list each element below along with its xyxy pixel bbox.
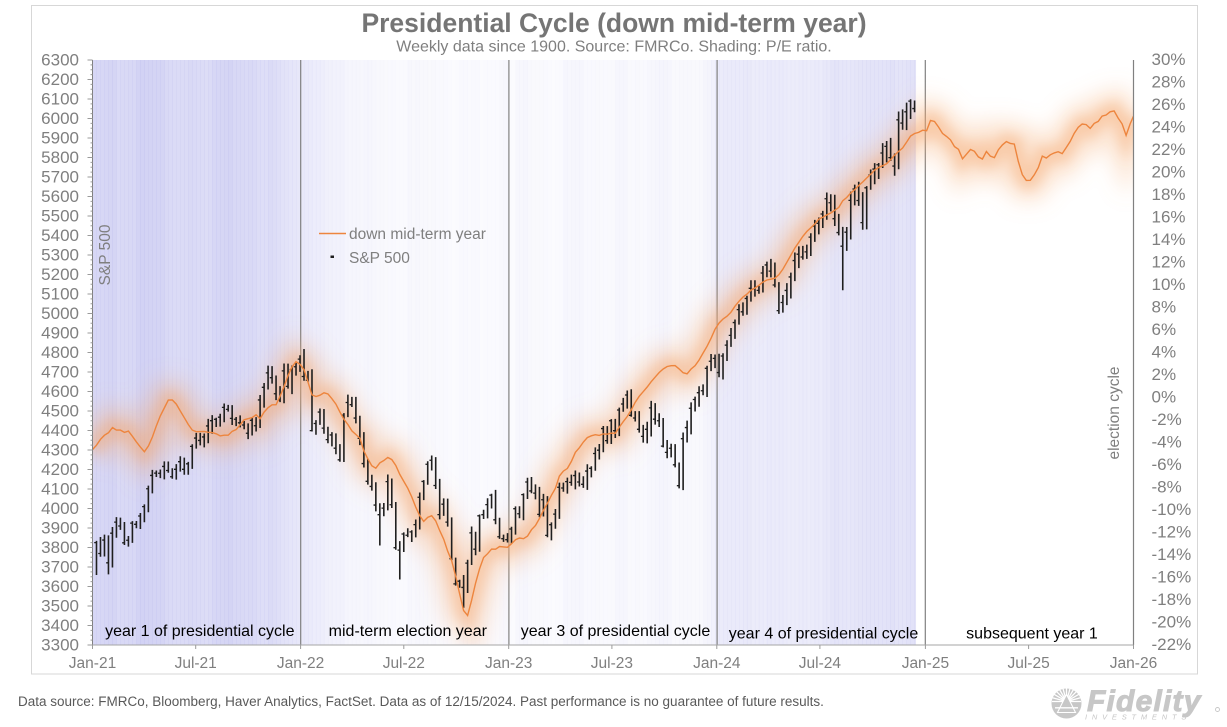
svg-text:6000: 6000 bbox=[41, 109, 79, 128]
svg-text:30%: 30% bbox=[1152, 50, 1186, 69]
svg-text:10%: 10% bbox=[1152, 275, 1186, 294]
svg-text:5700: 5700 bbox=[41, 167, 79, 186]
svg-text:12%: 12% bbox=[1152, 252, 1186, 271]
svg-text:18%: 18% bbox=[1152, 185, 1186, 204]
svg-text:-20%: -20% bbox=[1152, 612, 1192, 631]
svg-text:Jul-21: Jul-21 bbox=[175, 655, 217, 672]
svg-text:Jan-23: Jan-23 bbox=[485, 655, 532, 672]
svg-text:22%: 22% bbox=[1152, 140, 1186, 159]
svg-text:Weekly data since 1900. Source: Weekly data since 1900. Source: FMRCo. S… bbox=[396, 39, 831, 56]
svg-text:4900: 4900 bbox=[41, 323, 79, 342]
svg-text:election cycle: election cycle bbox=[1106, 366, 1123, 459]
svg-text:28%: 28% bbox=[1152, 72, 1186, 91]
svg-text:3800: 3800 bbox=[41, 538, 79, 557]
svg-text:6%: 6% bbox=[1152, 320, 1177, 339]
svg-text:-6%: -6% bbox=[1152, 455, 1182, 474]
svg-text:24%: 24% bbox=[1152, 117, 1186, 136]
svg-text:S&P 500: S&P 500 bbox=[97, 224, 114, 285]
svg-text:Jul-25: Jul-25 bbox=[1007, 655, 1049, 672]
svg-text:4200: 4200 bbox=[41, 460, 79, 479]
svg-text:Jan-21: Jan-21 bbox=[69, 655, 116, 672]
svg-text:Presidential Cycle (down mid-t: Presidential Cycle (down mid-term year) bbox=[361, 8, 866, 38]
svg-text:6200: 6200 bbox=[41, 70, 79, 89]
svg-text:Data source: FMRCo, Bloomberg,: Data source: FMRCo, Bloomberg, Haver Ana… bbox=[18, 694, 824, 709]
svg-text:3300: 3300 bbox=[41, 635, 79, 654]
svg-text:5400: 5400 bbox=[41, 226, 79, 245]
svg-text:-18%: -18% bbox=[1152, 590, 1192, 609]
svg-text:Jan-22: Jan-22 bbox=[277, 655, 324, 672]
svg-text:4%: 4% bbox=[1152, 342, 1177, 361]
svg-text:5900: 5900 bbox=[41, 128, 79, 147]
svg-text:5100: 5100 bbox=[41, 284, 79, 303]
svg-text:Fidelity: Fidelity bbox=[1087, 685, 1202, 718]
svg-text:-4%: -4% bbox=[1152, 432, 1182, 451]
svg-text:5200: 5200 bbox=[41, 265, 79, 284]
svg-text:5300: 5300 bbox=[41, 245, 79, 264]
svg-text:0%: 0% bbox=[1152, 387, 1177, 406]
svg-text:-14%: -14% bbox=[1152, 545, 1192, 564]
svg-text:-8%: -8% bbox=[1152, 477, 1182, 496]
svg-text:5600: 5600 bbox=[41, 187, 79, 206]
svg-text:year 3 of presidential cycle: year 3 of presidential cycle bbox=[521, 623, 711, 640]
svg-text:4300: 4300 bbox=[41, 440, 79, 459]
svg-text:4400: 4400 bbox=[41, 421, 79, 440]
svg-text:mid-term election year: mid-term election year bbox=[329, 623, 488, 640]
svg-text:6300: 6300 bbox=[41, 50, 79, 69]
svg-text:2%: 2% bbox=[1152, 365, 1177, 384]
svg-text:S&P 500: S&P 500 bbox=[349, 250, 410, 267]
svg-text:4100: 4100 bbox=[41, 479, 79, 498]
svg-text:3500: 3500 bbox=[41, 596, 79, 615]
svg-text:Jan-24: Jan-24 bbox=[693, 655, 741, 672]
svg-text:8%: 8% bbox=[1152, 297, 1177, 316]
svg-text:4700: 4700 bbox=[41, 362, 79, 381]
svg-text:Jul-24: Jul-24 bbox=[799, 655, 842, 672]
svg-text:14%: 14% bbox=[1152, 230, 1186, 249]
svg-text:4800: 4800 bbox=[41, 343, 79, 362]
svg-text:16%: 16% bbox=[1152, 207, 1186, 226]
svg-text:down mid-term year: down mid-term year bbox=[349, 226, 486, 243]
svg-text:INVESTMENTS: INVESTMENTS bbox=[1085, 713, 1191, 722]
svg-text:20%: 20% bbox=[1152, 162, 1186, 181]
svg-text:4500: 4500 bbox=[41, 401, 79, 420]
svg-text:Jan-26: Jan-26 bbox=[1110, 655, 1157, 672]
svg-text:Jul-22: Jul-22 bbox=[383, 655, 425, 672]
svg-text:4600: 4600 bbox=[41, 382, 79, 401]
svg-text:year 1 of presidential cycle: year 1 of presidential cycle bbox=[105, 623, 295, 640]
svg-text:5800: 5800 bbox=[41, 148, 79, 167]
svg-text:3900: 3900 bbox=[41, 518, 79, 537]
svg-text:subsequent year 1: subsequent year 1 bbox=[966, 626, 1098, 643]
svg-text:-12%: -12% bbox=[1152, 522, 1192, 541]
svg-text:3700: 3700 bbox=[41, 557, 79, 576]
svg-text:-10%: -10% bbox=[1152, 500, 1192, 519]
svg-text:year 4 of presidential cycle: year 4 of presidential cycle bbox=[729, 626, 919, 643]
svg-text:26%: 26% bbox=[1152, 95, 1186, 114]
svg-text:-2%: -2% bbox=[1152, 410, 1182, 429]
svg-text:Jul-23: Jul-23 bbox=[591, 655, 633, 672]
svg-text:3400: 3400 bbox=[41, 616, 79, 635]
svg-text:3600: 3600 bbox=[41, 577, 79, 596]
svg-text:5500: 5500 bbox=[41, 206, 79, 225]
svg-text:4000: 4000 bbox=[41, 499, 79, 518]
svg-text:5000: 5000 bbox=[41, 304, 79, 323]
svg-text:-22%: -22% bbox=[1152, 635, 1192, 654]
svg-text:Jan-25: Jan-25 bbox=[902, 655, 949, 672]
svg-text:-16%: -16% bbox=[1152, 567, 1192, 586]
svg-text:6100: 6100 bbox=[41, 89, 79, 108]
